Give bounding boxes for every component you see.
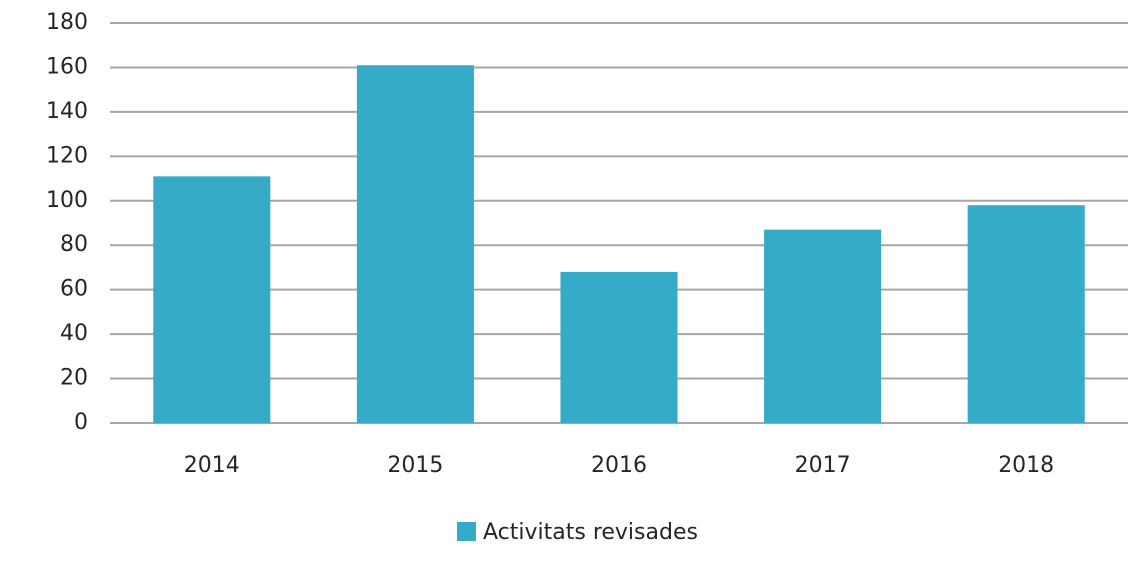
x-tick-label: 2015 [387, 453, 443, 478]
y-tick-label: 160 [46, 54, 88, 79]
y-tick-label: 40 [60, 321, 88, 346]
y-tick-label: 100 [46, 188, 88, 213]
y-tick-label: 140 [46, 99, 88, 124]
bar [153, 176, 271, 423]
y-tick-label: 120 [46, 143, 88, 168]
x-tick-label: 2018 [998, 453, 1054, 478]
legend-swatch [457, 522, 476, 541]
bar [967, 205, 1085, 423]
bar [764, 229, 882, 423]
y-tick-label: 180 [46, 10, 88, 35]
x-tick-label: 2014 [184, 453, 240, 478]
bar [356, 65, 474, 423]
y-tick-label: 60 [60, 277, 88, 302]
x-tick-label: 2017 [795, 453, 851, 478]
legend-label: Activitats revisades [483, 520, 698, 545]
bar [560, 271, 678, 423]
y-tick-label: 0 [74, 410, 88, 435]
y-tick-label: 20 [60, 366, 88, 391]
y-tick-label: 80 [60, 232, 88, 257]
x-tick-label: 2016 [591, 453, 647, 478]
